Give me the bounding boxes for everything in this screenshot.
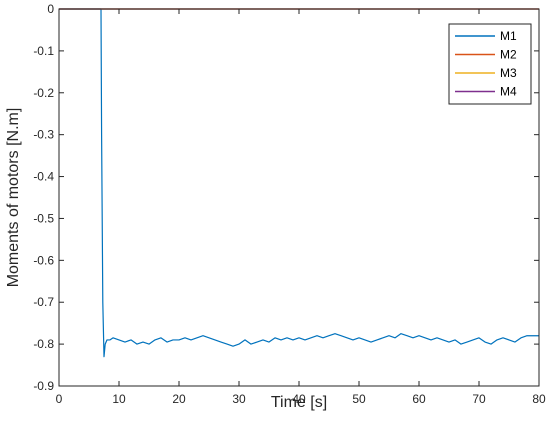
- x-axis: 0 10 20 30 40 50 60 70 80: [56, 9, 546, 406]
- x-tick-label: 30: [232, 392, 246, 406]
- x-tick-label: 60: [412, 392, 426, 406]
- series-line-m1: [59, 8, 539, 358]
- y-tick-label: -0.4: [33, 170, 54, 184]
- y-tick-label: -0.6: [33, 253, 54, 267]
- y-axis-label: Moments of motors [N.m]: [5, 108, 22, 288]
- legend-label-m2: M2: [500, 48, 517, 62]
- y-tick-label: -0.2: [33, 86, 54, 100]
- legend-label-m4: M4: [500, 85, 517, 99]
- legend: M1 M2 M3 M4: [448, 23, 532, 105]
- x-tick-label: 70: [472, 392, 486, 406]
- x-axis-label: Time [s]: [271, 394, 327, 411]
- legend-label-m3: M3: [500, 66, 517, 80]
- y-tick-label: -0.1: [33, 44, 54, 58]
- y-tick-label: -0.7: [33, 295, 54, 309]
- legend-label-m1: M1: [500, 29, 517, 43]
- x-tick-label: 0: [56, 392, 63, 406]
- y-axis: 0 -0.1 -0.2 -0.3 -0.4 -0.5 -0.6 -0.7 -0.8 -0.9: [33, 2, 539, 393]
- x-tick-label: 10: [112, 392, 126, 406]
- x-tick-label: 80: [532, 392, 546, 406]
- y-tick-label: -0.5: [33, 211, 54, 225]
- x-tick-label: 50: [352, 392, 366, 406]
- x-tick-label: 40: [292, 392, 306, 406]
- legend-box: [448, 23, 532, 105]
- x-tick-label: 20: [172, 392, 186, 406]
- y-tick-label: -0.9: [33, 379, 54, 393]
- y-tick-label: 0: [47, 2, 54, 16]
- y-tick-label: -0.8: [33, 337, 54, 351]
- y-tick-label: -0.3: [33, 128, 54, 142]
